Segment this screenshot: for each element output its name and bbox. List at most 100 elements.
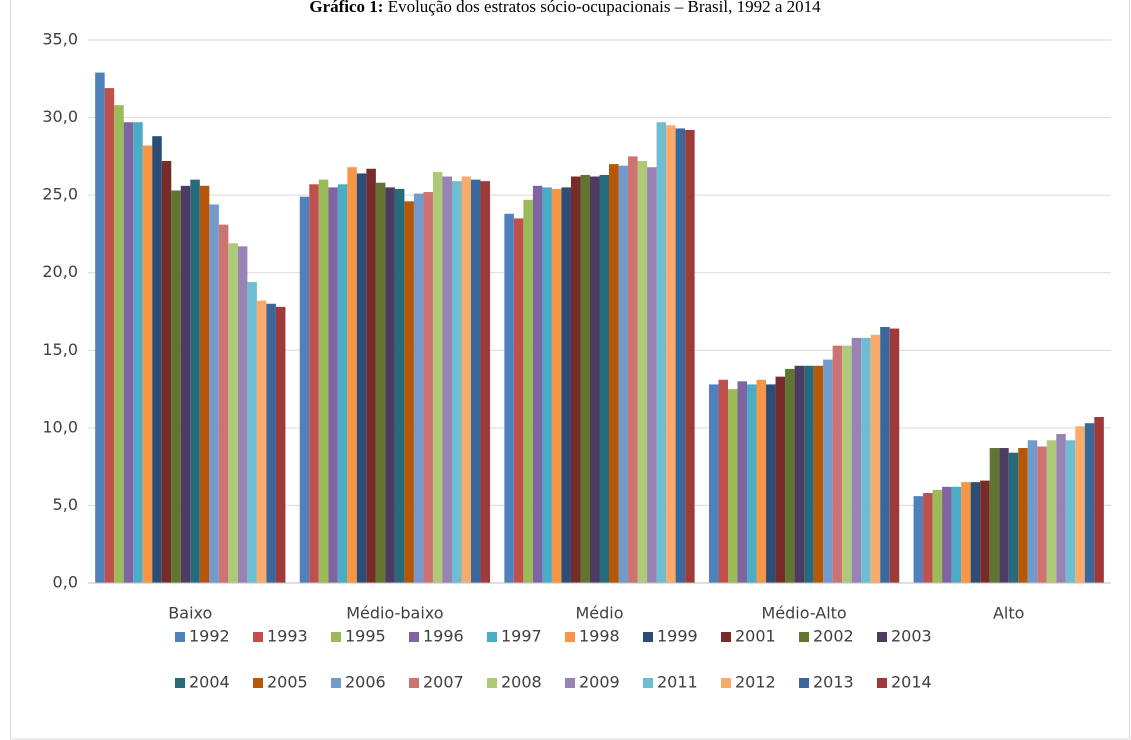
- bar: [637, 161, 648, 584]
- bar: [404, 201, 414, 583]
- title-label: Gráfico 1:: [309, 0, 383, 16]
- bar: [942, 486, 952, 583]
- bar: [309, 184, 319, 584]
- bar: [923, 493, 933, 583]
- bar: [1018, 448, 1028, 583]
- legend-swatch: [175, 632, 185, 642]
- bar: [190, 179, 200, 583]
- bar: [999, 448, 1009, 583]
- bar: [375, 182, 386, 583]
- bar: [842, 345, 852, 583]
- bar: [737, 381, 748, 583]
- bar: [851, 337, 862, 583]
- legend-label: 1995: [345, 627, 386, 646]
- bar: [180, 185, 191, 583]
- bar: [104, 88, 115, 583]
- y-tick-label: 30,0: [42, 107, 78, 126]
- legend-label: 2009: [579, 673, 620, 692]
- chart-border: [10, 0, 1130, 740]
- bar: [366, 168, 376, 584]
- bar: [142, 145, 153, 584]
- legend-label: 2008: [501, 673, 542, 692]
- bar: [328, 187, 338, 583]
- legend-swatch: [721, 678, 731, 688]
- bar: [513, 218, 524, 583]
- bar: [961, 482, 971, 583]
- bar: [913, 496, 924, 583]
- legend-label: 2011: [657, 673, 698, 692]
- bar: [461, 176, 472, 584]
- bar: [95, 72, 105, 583]
- legend-swatch: [799, 632, 809, 642]
- bar: [275, 306, 286, 583]
- bar: [775, 376, 786, 583]
- bar: [385, 187, 395, 583]
- y-tick-label: 5,0: [53, 495, 78, 514]
- bar: [133, 122, 143, 584]
- bar: [237, 246, 248, 583]
- bar: [889, 328, 900, 583]
- bar: [794, 365, 805, 583]
- bar: [1027, 440, 1038, 583]
- x-tick-label: Médio-Alto: [761, 604, 846, 623]
- legend-swatch: [565, 632, 575, 642]
- bar: [747, 384, 757, 583]
- legend-label: 2005: [267, 673, 308, 692]
- bar: [832, 345, 843, 583]
- bar: [451, 181, 462, 583]
- bar: [1084, 423, 1095, 583]
- legend-label: 1997: [501, 627, 542, 646]
- legend-label: 2004: [189, 673, 230, 692]
- bar: [161, 161, 172, 584]
- legend-swatch: [877, 632, 887, 642]
- legend-label: 2002: [813, 627, 854, 646]
- bar: [618, 165, 629, 583]
- bar: [823, 359, 833, 583]
- bar: [951, 486, 962, 583]
- bar: [1046, 440, 1057, 583]
- legend-swatch: [487, 632, 497, 642]
- bar: [256, 300, 267, 583]
- bar: [813, 365, 824, 583]
- bar: [356, 173, 367, 583]
- legend-swatch: [331, 632, 341, 642]
- bar: [1037, 446, 1047, 583]
- bar: [727, 389, 738, 583]
- bar: [152, 136, 162, 583]
- bar: [932, 489, 943, 583]
- bar: [523, 199, 533, 583]
- bar: [970, 482, 981, 583]
- title-text: Evolução dos estratos sócio-ocupacionais…: [388, 0, 821, 16]
- x-tick-label: Médio: [575, 604, 623, 623]
- bar: [480, 181, 491, 583]
- bar: [228, 243, 238, 584]
- legend-label: 2003: [891, 627, 932, 646]
- legend-swatch: [253, 678, 263, 688]
- bar: [708, 384, 719, 583]
- legend-label: 1999: [657, 627, 698, 646]
- bar: [685, 129, 695, 584]
- chart-title: Gráfico 1: Evolução dos estratos sócio-o…: [309, 0, 821, 16]
- legend-swatch: [799, 678, 809, 688]
- y-tick-label: 20,0: [42, 262, 78, 281]
- bar: [870, 334, 881, 583]
- legend-label: 2006: [345, 673, 386, 692]
- legend-label: 1996: [423, 627, 464, 646]
- legend-label: 2007: [423, 673, 464, 692]
- legend-label: 2013: [813, 673, 854, 692]
- bar: [599, 174, 610, 583]
- legend-swatch: [409, 632, 419, 642]
- bar: [628, 156, 638, 583]
- legend-label: 1993: [267, 627, 308, 646]
- bar: [318, 179, 329, 583]
- legend-swatch: [331, 678, 341, 688]
- bar: [532, 185, 543, 583]
- bar: [123, 122, 134, 584]
- legend-label: 1998: [579, 627, 620, 646]
- bar: [218, 224, 229, 583]
- bar: [989, 448, 1000, 583]
- bar: [209, 204, 219, 584]
- bar: [1056, 434, 1066, 583]
